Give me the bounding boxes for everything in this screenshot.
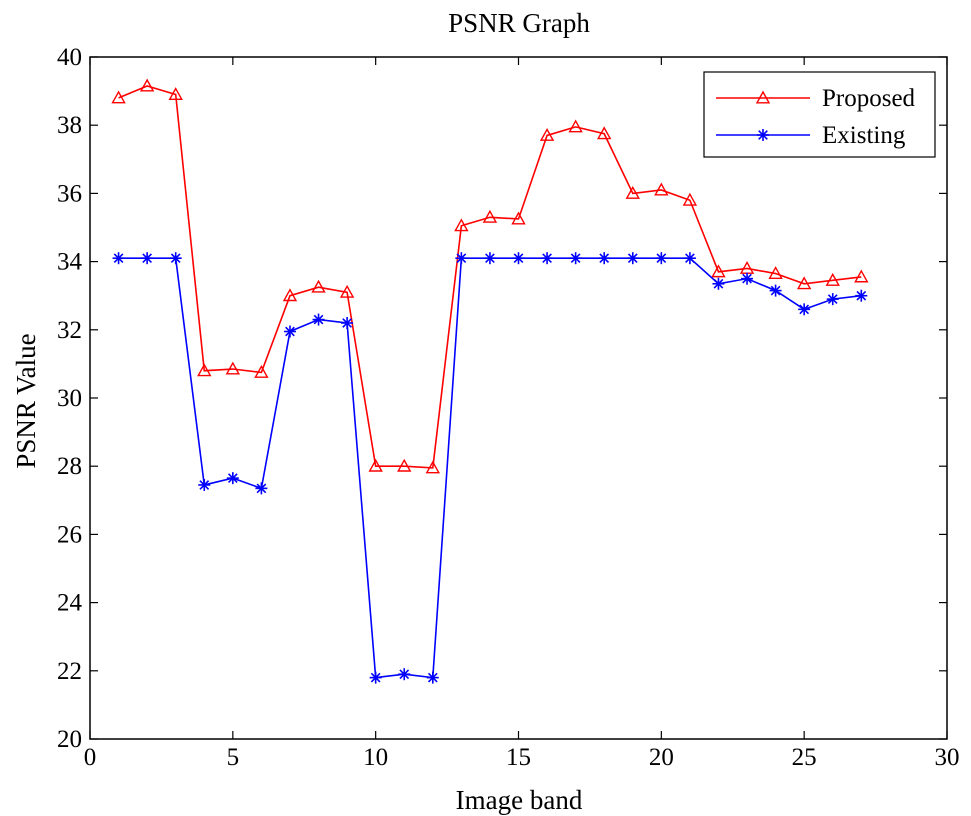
series-line-existing	[118, 257, 862, 679]
y-tick-label: 30	[57, 385, 82, 412]
data-point-proposed	[654, 182, 669, 196]
legend: Proposed Existing	[703, 71, 936, 158]
data-point-existing	[426, 671, 439, 684]
y-tick-label: 22	[57, 658, 82, 685]
data-point-existing	[855, 289, 868, 302]
data-point-existing	[312, 313, 325, 326]
data-point-existing	[569, 252, 582, 265]
data-point-existing	[141, 252, 154, 265]
data-point-existing	[541, 252, 554, 265]
data-point-proposed	[625, 185, 640, 199]
data-point-proposed	[111, 90, 126, 104]
data-point-proposed	[425, 460, 440, 474]
x-tick-label: 15	[506, 744, 531, 771]
legend-marker-proposed	[755, 90, 771, 104]
data-point-existing	[226, 472, 239, 485]
data-point-existing	[369, 671, 382, 684]
data-point-proposed	[139, 78, 155, 92]
y-tick-label: 34	[57, 249, 83, 276]
data-point-proposed	[825, 272, 840, 286]
data-point-existing	[655, 252, 668, 265]
data-point-proposed	[339, 284, 355, 298]
data-point-proposed	[482, 209, 498, 223]
data-point-proposed	[225, 361, 241, 375]
legend-label-proposed: Proposed	[822, 85, 916, 112]
data-point-proposed	[682, 192, 698, 206]
data-point-existing	[283, 325, 296, 338]
y-axis-label: PSNR Value	[11, 333, 41, 468]
x-axis-label: Image band	[456, 785, 583, 815]
data-point-proposed	[511, 211, 526, 225]
data-point-proposed	[796, 276, 812, 290]
legend-box	[703, 71, 936, 158]
y-tick-label: 26	[57, 521, 82, 548]
data-point-proposed	[311, 279, 326, 293]
data-point-existing	[598, 252, 611, 265]
x-tick-label: 5	[227, 744, 240, 771]
data-point-existing	[826, 293, 839, 306]
y-tick-label: 36	[57, 180, 82, 207]
x-tick-label: 0	[84, 744, 97, 771]
plot-area: 0 5 10 15 20 25 30 20 22 24 26 28 30 32 34 36 38 40 Propos…	[57, 44, 960, 771]
x-tick-label: 30	[935, 744, 960, 771]
data-point-existing	[683, 252, 696, 265]
legend-marker-existing	[757, 129, 769, 141]
data-point-proposed	[168, 87, 183, 101]
data-point-existing	[798, 303, 811, 316]
data-point-existing	[483, 252, 496, 265]
data-point-proposed	[282, 288, 298, 302]
data-point-proposed	[454, 218, 469, 232]
data-point-proposed	[368, 458, 383, 472]
y-tick-label: 20	[57, 726, 82, 753]
data-point-proposed	[254, 364, 269, 378]
y-tick-label: 40	[57, 44, 82, 71]
y-tick-label: 24	[57, 590, 83, 617]
data-point-proposed	[711, 264, 726, 278]
y-tick-label: 32	[57, 317, 82, 344]
data-point-proposed	[854, 269, 869, 283]
data-point-proposed	[397, 458, 412, 472]
data-point-proposed	[768, 266, 783, 280]
series-line-proposed	[118, 85, 862, 469]
data-point-existing	[398, 668, 411, 681]
data-point-existing	[455, 252, 468, 265]
axes-box	[89, 56, 948, 740]
data-point-existing	[255, 482, 268, 495]
x-tick-label: 10	[363, 744, 388, 771]
y-tick-label: 28	[57, 453, 82, 480]
data-point-proposed	[568, 119, 583, 133]
data-point-existing	[512, 252, 525, 265]
data-point-existing	[769, 284, 782, 297]
data-point-existing	[169, 252, 182, 265]
data-point-existing	[741, 272, 754, 285]
data-point-existing	[341, 316, 354, 329]
x-tick-label: 20	[649, 744, 674, 771]
legend-label-existing: Existing	[822, 122, 906, 149]
data-point-existing	[712, 277, 725, 290]
y-tick-label: 38	[57, 112, 82, 139]
data-point-proposed	[197, 363, 212, 377]
data-point-existing	[112, 252, 125, 265]
data-point-existing	[626, 252, 639, 265]
data-point-proposed	[539, 127, 555, 141]
chart-title: PSNR Graph	[448, 8, 590, 38]
data-point-existing	[198, 478, 211, 491]
x-tick-label: 25	[792, 744, 817, 771]
data-point-proposed	[597, 126, 612, 140]
